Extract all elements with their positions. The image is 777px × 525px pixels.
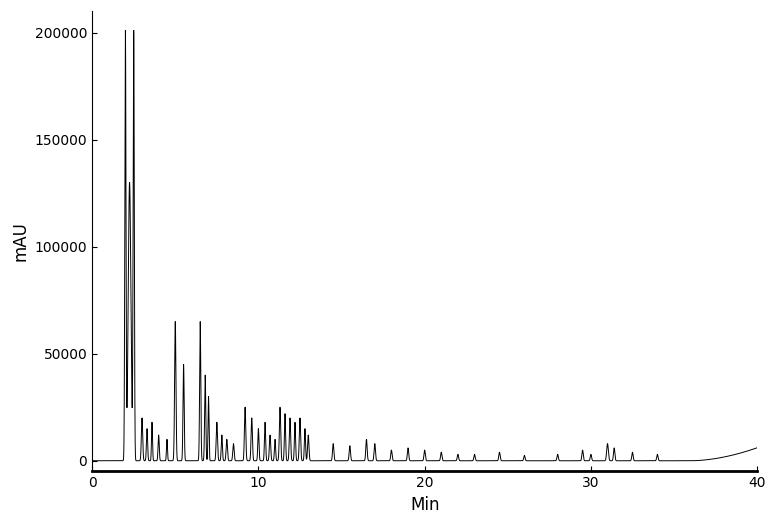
X-axis label: Min: Min [410,496,440,514]
Y-axis label: mAU: mAU [11,222,29,261]
